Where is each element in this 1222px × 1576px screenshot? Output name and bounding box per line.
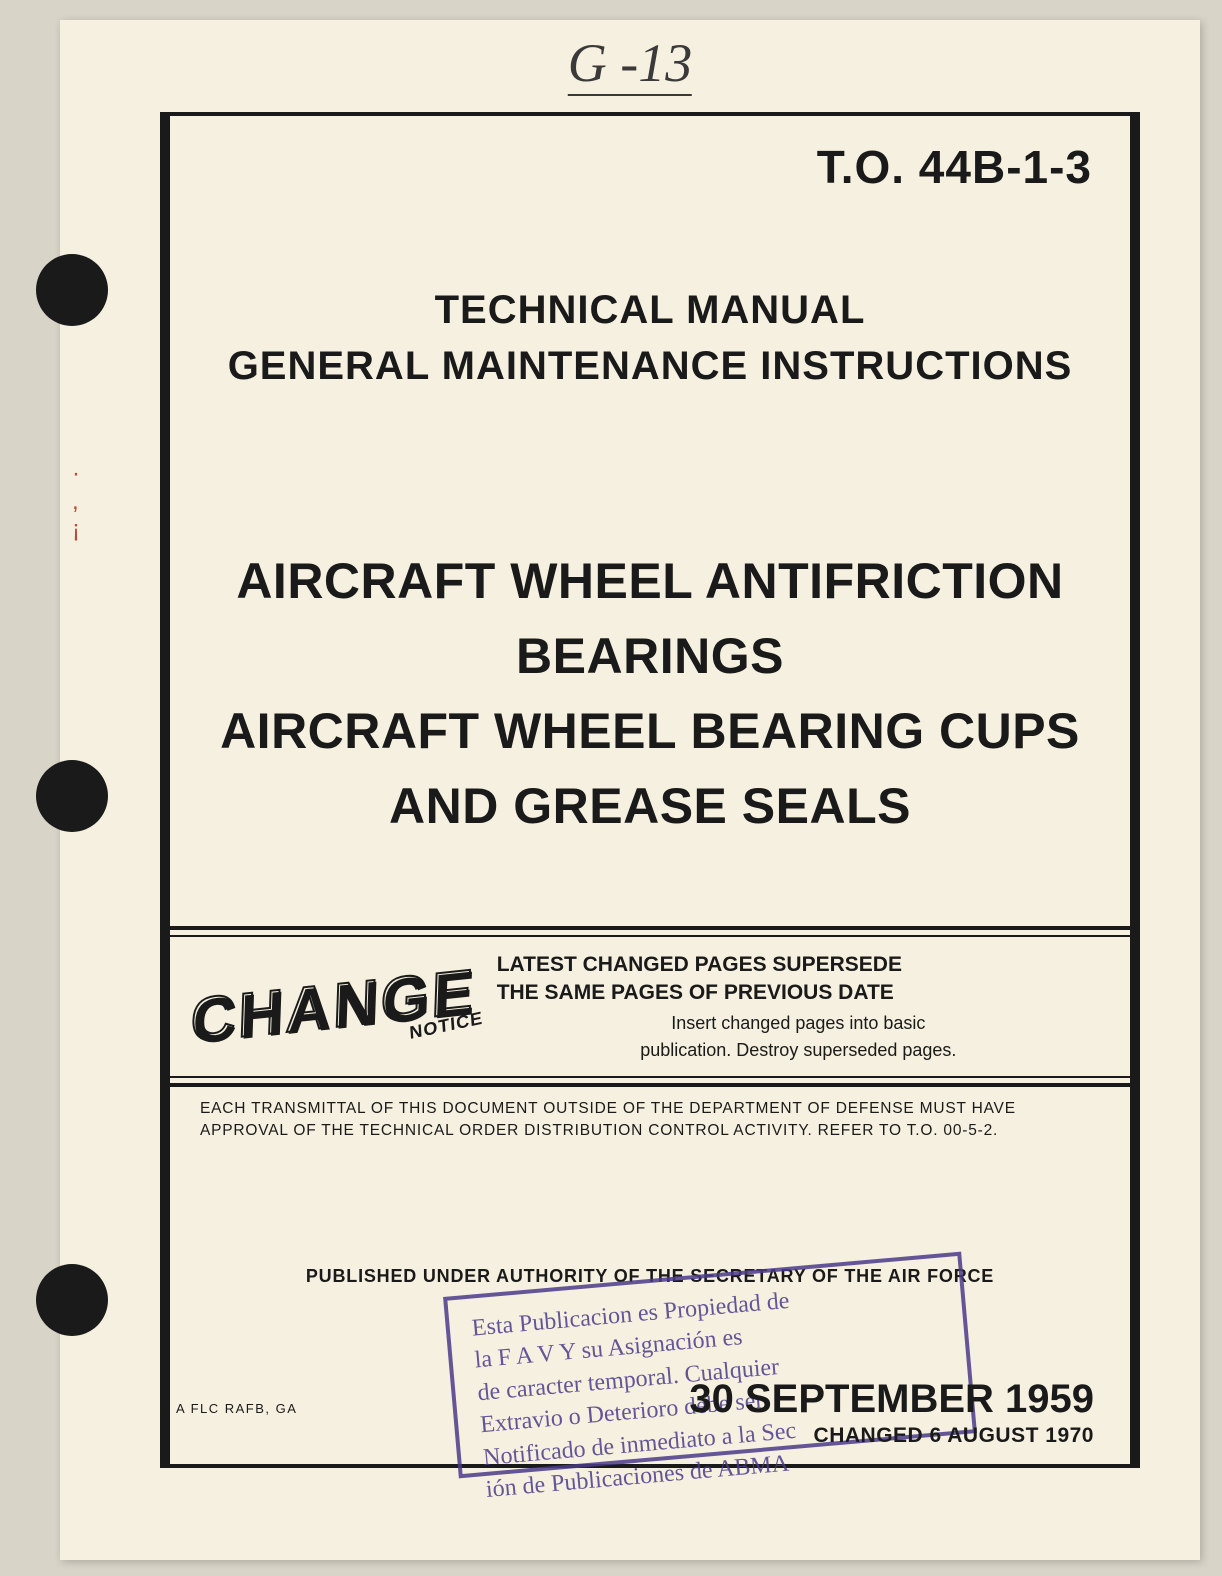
change-text: CHANGE	[190, 957, 478, 1057]
content-frame: T.O. 44B-1-3 TECHNICAL MANUAL GENERAL MA…	[160, 112, 1140, 1468]
aflc-code: A FLC RAFB, GA	[176, 1401, 297, 1416]
technical-order-number: T.O. 44B-1-3	[817, 140, 1092, 194]
change-reg-2: publication. Destroy superseded pages.	[497, 1039, 1100, 1062]
change-notice-box: CHANGE NOTICE LATEST CHANGED PAGES SUPER…	[170, 926, 1130, 1087]
change-instructions: LATEST CHANGED PAGES SUPERSEDE THE SAME …	[497, 951, 1100, 1062]
title-block: AIRCRAFT WHEEL ANTIFRICTION BEARINGS AIR…	[170, 544, 1130, 844]
publication-date: 30 SEPTEMBER 1959	[689, 1377, 1094, 1422]
header-line-1: TECHNICAL MANUAL	[170, 288, 1130, 333]
title-line-3: AND GREASE SEALS	[170, 769, 1130, 844]
title-line-2: AIRCRAFT WHEEL BEARING CUPS	[170, 694, 1130, 769]
change-content: CHANGE NOTICE LATEST CHANGED PAGES SUPER…	[170, 937, 1130, 1076]
handwritten-annotation: G -13	[568, 32, 692, 96]
transmittal-notice: EACH TRANSMITTAL OF THIS DOCUMENT OUTSID…	[200, 1098, 1100, 1141]
change-date: CHANGED 6 AUGUST 1970	[814, 1424, 1094, 1448]
punch-hole	[36, 760, 108, 832]
header-line-2: GENERAL MAINTENANCE INSTRUCTIONS	[170, 344, 1130, 389]
red-mark: ·,¡	[72, 460, 86, 510]
change-word: CHANGE NOTICE	[190, 956, 478, 1058]
change-reg-1: Insert changed pages into basic	[497, 1012, 1100, 1035]
change-bold-1: LATEST CHANGED PAGES SUPERSEDE	[497, 951, 1100, 979]
change-bold-2: THE SAME PAGES OF PREVIOUS DATE	[497, 979, 1100, 1007]
title-line-1: AIRCRAFT WHEEL ANTIFRICTION BEARINGS	[170, 544, 1130, 694]
document-page: G -13 ·,¡ T.O. 44B-1-3 TECHNICAL MANUAL …	[60, 20, 1200, 1560]
rule	[170, 1076, 1130, 1079]
punch-hole	[36, 1264, 108, 1336]
punch-hole	[36, 254, 108, 326]
